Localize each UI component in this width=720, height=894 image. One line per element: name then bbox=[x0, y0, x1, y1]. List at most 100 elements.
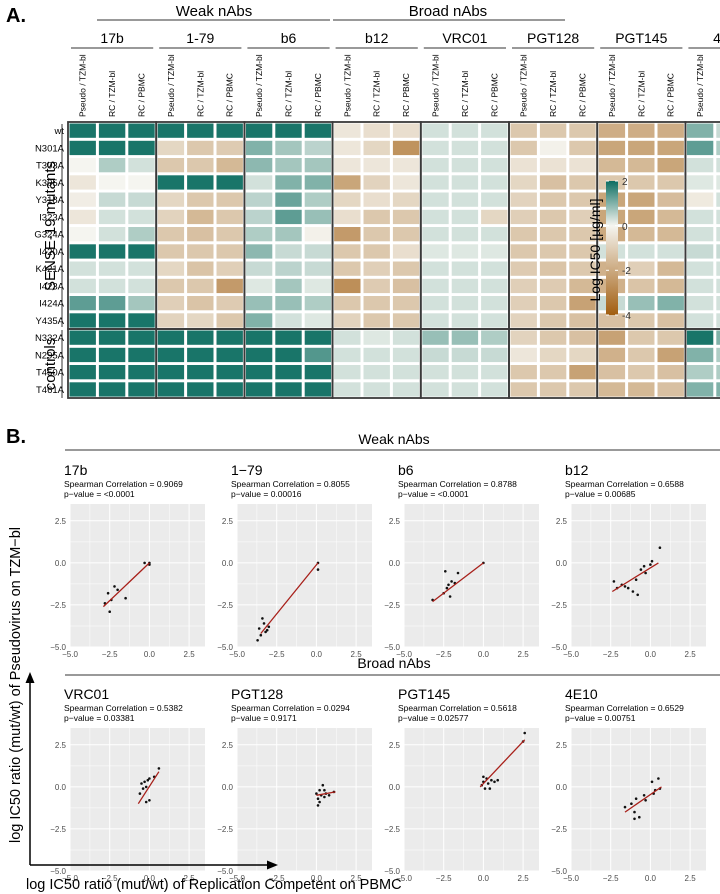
heatmap-cell bbox=[334, 278, 361, 294]
heatmap-cell bbox=[245, 209, 273, 225]
heatmap-cell bbox=[422, 175, 449, 190]
heatmap-cell bbox=[481, 123, 508, 138]
heatmap-cell bbox=[598, 158, 626, 173]
heatmap-cell bbox=[275, 261, 302, 276]
heatmap-cell bbox=[657, 278, 684, 294]
weak-nabs-row-title: Weak nAbs bbox=[358, 431, 429, 447]
x-tick-label: −5.0 bbox=[563, 874, 579, 883]
data-point bbox=[124, 596, 127, 600]
heatmap-cell bbox=[187, 227, 214, 242]
heatmap-cell bbox=[392, 175, 420, 190]
heatmap-cell bbox=[216, 158, 243, 173]
heatmap-cell bbox=[392, 382, 420, 397]
data-point bbox=[642, 564, 646, 568]
y-tick-label: 0.0 bbox=[556, 559, 568, 568]
y-axis-title: log IC50 ratio (mut/wt) of Pseudovirus o… bbox=[8, 527, 24, 843]
heatmap-cell bbox=[98, 365, 126, 380]
data-point bbox=[644, 571, 647, 575]
heatmap-cell bbox=[451, 140, 479, 156]
y-tick-label: 0.0 bbox=[222, 783, 234, 792]
heatmap-cell bbox=[69, 140, 96, 156]
assay-label: RC / TZM-bl bbox=[636, 71, 646, 117]
panel-a-label: A. bbox=[6, 5, 26, 27]
heatmap-cell bbox=[69, 227, 96, 242]
heatmap-cell bbox=[392, 313, 420, 328]
data-point bbox=[143, 780, 146, 784]
regression-line bbox=[137, 771, 160, 805]
y-tick-label: −5.0 bbox=[551, 867, 567, 876]
heatmap-cell bbox=[128, 123, 155, 138]
heatmap-cell bbox=[363, 123, 390, 138]
heatmap-cell bbox=[157, 365, 185, 380]
heatmap-cell bbox=[216, 278, 243, 294]
heatmap-cell bbox=[451, 261, 479, 276]
heatmap-cell bbox=[481, 244, 508, 259]
colorbar bbox=[606, 181, 618, 315]
assay-label: RC / TZM-bl bbox=[195, 71, 205, 117]
heatmap-cell bbox=[98, 278, 126, 294]
data-point bbox=[493, 780, 496, 784]
heatmap-cell bbox=[157, 158, 185, 173]
p-value: p−value = 0.00685 bbox=[565, 489, 636, 499]
heatmap-cell bbox=[392, 209, 420, 225]
heatmap-cell bbox=[451, 158, 479, 173]
data-point bbox=[148, 799, 151, 802]
y-tick-label: 2.5 bbox=[556, 517, 568, 526]
heatmap-cell bbox=[128, 192, 155, 207]
heatmap-cell bbox=[275, 244, 302, 259]
assay-label: RC / PBMC bbox=[401, 73, 411, 117]
heatmap-cell bbox=[275, 192, 302, 207]
heatmap-cell bbox=[275, 123, 302, 138]
assay-label: RC / TZM-bl bbox=[460, 71, 470, 117]
heatmap-cell bbox=[245, 278, 273, 294]
heatmap-block-border bbox=[684, 121, 720, 330]
heatmap-cell bbox=[187, 313, 214, 328]
heatmap-cell bbox=[686, 278, 714, 294]
data-point bbox=[626, 586, 630, 590]
heatmap-cell bbox=[422, 244, 449, 259]
spearman-correlation: Spearman Correlation = 0.9069 bbox=[64, 479, 183, 489]
heatmap-cell bbox=[69, 209, 96, 225]
heatmap-cell bbox=[716, 330, 720, 345]
heatmap-cell bbox=[128, 278, 155, 294]
assay-label: RC / PBMC bbox=[313, 73, 323, 117]
x-tick-label: −2.5 bbox=[102, 650, 118, 659]
antibody-label: PGT128 bbox=[527, 30, 579, 46]
heatmap-cell bbox=[628, 175, 655, 190]
assay-label: Pseudo / TZM-bl bbox=[166, 54, 176, 117]
heatmap-cell bbox=[363, 140, 390, 156]
heatmap-cell bbox=[628, 123, 655, 138]
data-point bbox=[486, 782, 490, 785]
heatmap-cell bbox=[334, 382, 361, 397]
x-tick-label: −2.5 bbox=[436, 874, 452, 883]
data-point bbox=[157, 767, 161, 770]
heatmap-cell bbox=[569, 382, 596, 397]
heatmap-cell bbox=[128, 158, 155, 173]
heatmap-cell bbox=[422, 140, 449, 156]
heatmap-cell bbox=[451, 175, 479, 190]
panel-title: 1−79 bbox=[231, 462, 263, 478]
heatmap-cell bbox=[657, 140, 684, 156]
p-value: p−value = 0.03381 bbox=[64, 713, 135, 723]
heatmap-cell bbox=[304, 261, 332, 276]
x-tick-label: 0.0 bbox=[144, 874, 156, 883]
heatmap-cell bbox=[363, 261, 390, 276]
y-tick-label: −5.0 bbox=[217, 643, 233, 652]
heatmap-cell bbox=[481, 192, 508, 207]
heatmap-cell bbox=[157, 261, 185, 276]
heatmap-cell bbox=[245, 313, 273, 328]
data-point bbox=[116, 588, 119, 592]
p-value: p−value = 0.00751 bbox=[565, 713, 636, 723]
heatmap-cell bbox=[216, 227, 243, 242]
row-label: I323A bbox=[39, 212, 64, 223]
heatmap-cell bbox=[98, 244, 126, 259]
x-tick-label: −5.0 bbox=[396, 650, 412, 659]
regression-line bbox=[611, 562, 659, 593]
assay-label: Pseudo / TZM-bl bbox=[78, 54, 88, 117]
data-point bbox=[638, 815, 641, 819]
heatmap-cell bbox=[69, 296, 96, 311]
heatmap-cell bbox=[304, 330, 332, 345]
panel-title: PGT145 bbox=[398, 686, 450, 702]
data-point bbox=[488, 787, 492, 790]
